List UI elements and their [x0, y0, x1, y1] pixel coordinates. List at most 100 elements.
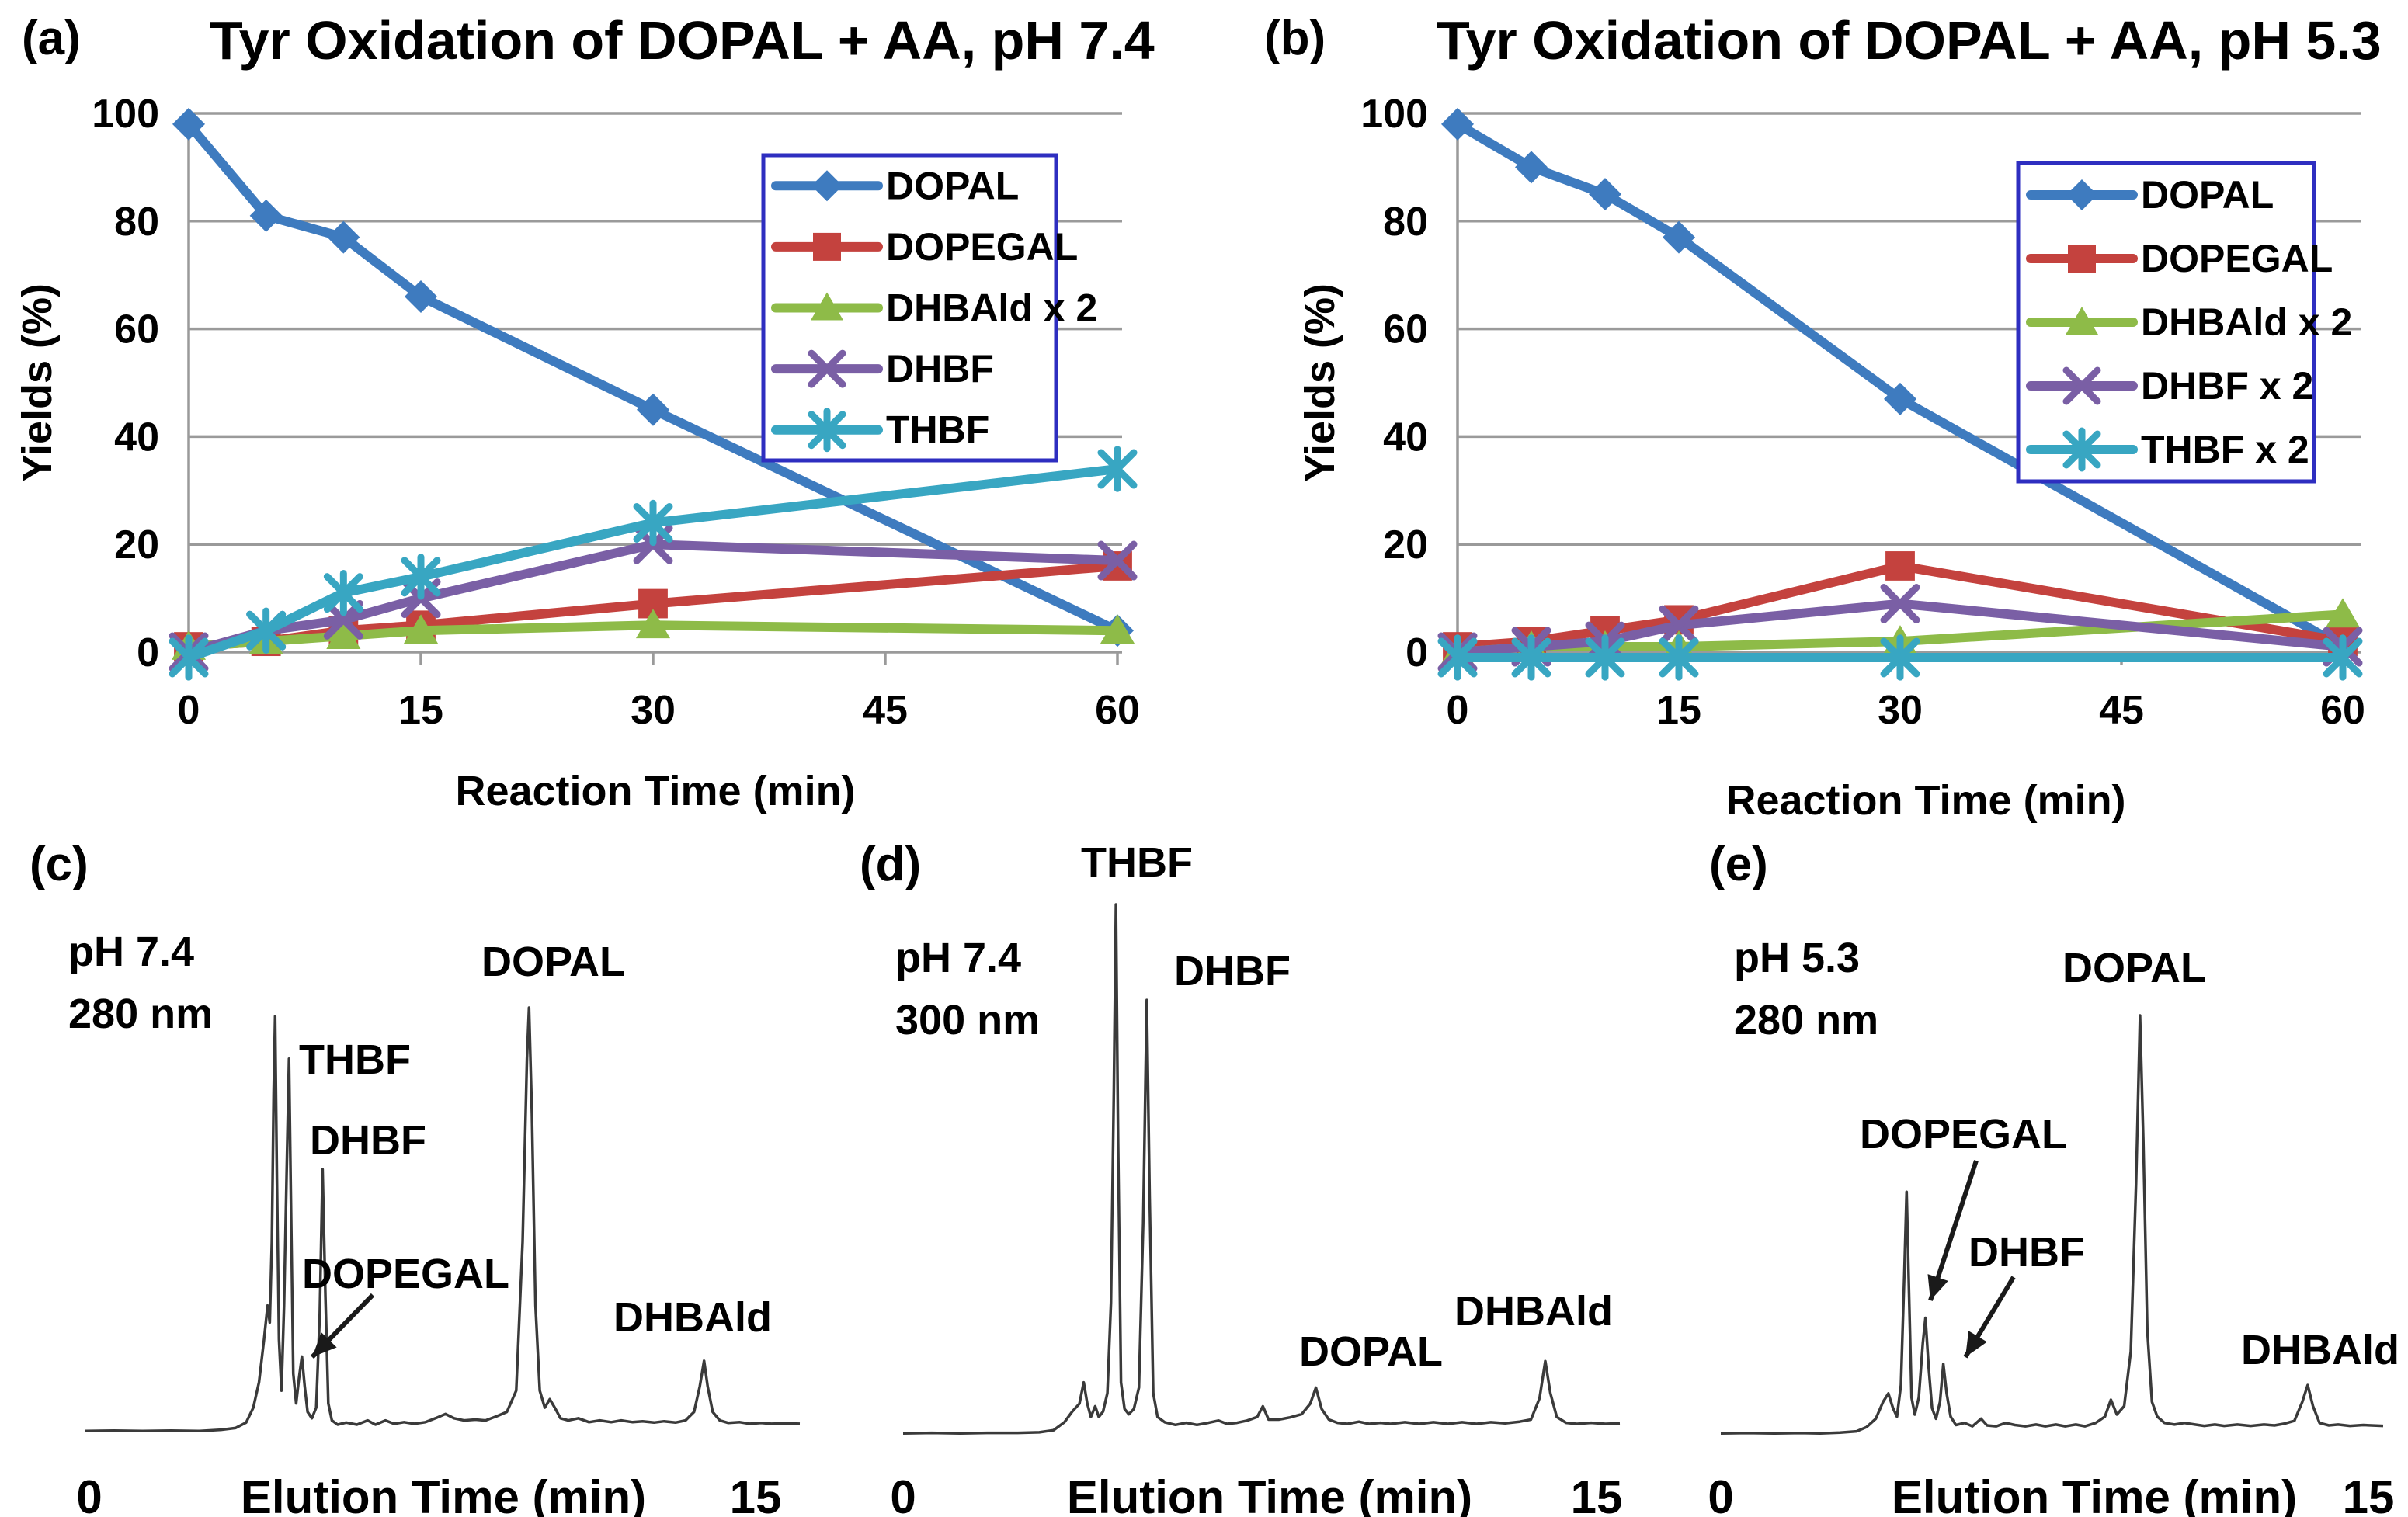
panel-label-c: (c) [30, 838, 89, 891]
series-marker-DOPAL [1884, 382, 1916, 415]
legend-label-THBF x 2: THBF x 2 [2141, 428, 2309, 471]
y-axis-title-b: Yields (%) [1297, 283, 1343, 483]
series-marker-DHBF x 2 [1880, 584, 1920, 624]
legend-marker-DOPAL [811, 170, 843, 202]
y-tick-label-100: 100 [92, 92, 159, 137]
legend-marker-DHBF [808, 349, 846, 388]
peak-label-dhbald-c: DHBAld [613, 1294, 772, 1341]
panel-label-b: (b) [1264, 12, 1326, 65]
x-tick-label-0: 0 [178, 688, 200, 733]
series-marker-DOPAL [249, 199, 283, 232]
y-tick-label-60: 60 [1383, 307, 1428, 352]
x-tick-label-15: 15 [1656, 688, 1701, 733]
x-tick-label-15: 15 [398, 688, 443, 733]
series-line-DOPAL [1453, 119, 2347, 652]
wavelength-value-c: 280 nm [68, 991, 214, 1037]
series-marker-DOPAL [637, 393, 669, 426]
y-tick-label-80: 80 [114, 200, 159, 245]
y-tick-label-40: 40 [1383, 415, 1428, 460]
series-marker-DOPAL [1515, 151, 1548, 184]
legend-label-DOPAL: DOPAL [886, 164, 1019, 207]
x-tick-label-0: 0 [1447, 688, 1469, 733]
wavelength-value-d: 300 nm [895, 997, 1041, 1043]
series-marker-DHBAld x 2 [2325, 598, 2361, 628]
ph-value-e: pH 5.3 [1734, 935, 1861, 981]
peak-label-dopal-c: DOPAL [481, 939, 625, 985]
x-tick-label-45: 45 [863, 688, 908, 733]
x-start-c: 0 [76, 1471, 103, 1517]
legend-marker-DHBF x 2 [2062, 366, 2101, 405]
y-tick-label-20: 20 [1383, 522, 1428, 568]
peak-label-dopal-e: DOPAL [2062, 945, 2206, 991]
chromatogram-trace-e [1720, 1014, 2384, 1435]
peak-label-thbf-d: THBF [1081, 839, 1193, 886]
legend-label-DOPAL: DOPAL [2141, 173, 2274, 217]
annotation-arrowhead-e-0 [1927, 1274, 1948, 1300]
chromatogram-trace-d [902, 903, 1621, 1435]
series-marker-DOPAL [1589, 178, 1621, 211]
legend-label-DHBAld x 2: DHBAld x 2 [886, 286, 1097, 330]
peak-label-dhbald-e: DHBAld [2241, 1327, 2399, 1373]
panel-label-d: (d) [860, 838, 922, 891]
series-line-DOPAL [184, 119, 1122, 636]
panel-label-e: (e) [1709, 838, 1768, 891]
wavelength-value-e: 280 nm [1734, 997, 1879, 1043]
chromatogram-trace-c [85, 1006, 801, 1433]
y-tick-label-0: 0 [137, 630, 159, 675]
x-axis-title-c: Elution Time (min) [240, 1471, 647, 1517]
legend-label-THBF: THBF [886, 408, 989, 452]
peak-label-thbf-c: THBF [299, 1036, 411, 1083]
y-tick-label-0: 0 [1406, 630, 1428, 675]
x-start-d: 0 [890, 1471, 916, 1517]
condition-label-d: pH 7.4 300 nm [895, 927, 1040, 1051]
ph-value-d: pH 7.4 [895, 935, 1022, 981]
legend-label-DOPEGAL: DOPEGAL [886, 225, 1078, 269]
peak-label-dopal-d: DOPAL [1299, 1328, 1443, 1375]
y-tick-label-20: 20 [114, 522, 159, 568]
series-marker-DOPAL [1441, 107, 1474, 141]
legend-label-DHBF: DHBF [886, 347, 994, 391]
x-axis-title-b: Reaction Time (min) [1725, 777, 2126, 824]
x-axis-title-e: Elution Time (min) [1891, 1471, 2298, 1517]
x-start-e: 0 [1708, 1471, 1734, 1517]
x-axis-title-a: Reaction Time (min) [455, 768, 856, 814]
peak-label-dhbald-d: DHBAld [1454, 1288, 1613, 1335]
x-end-d: 15 [1570, 1471, 1623, 1517]
legend-label-DHBAld x 2: DHBAld x 2 [2141, 300, 2352, 344]
series-marker-DHBF x 2 [1659, 605, 1699, 645]
condition-label-c: pH 7.4 280 nm [68, 921, 213, 1045]
legend-marker-DOPEGAL [2068, 245, 2096, 273]
series-marker-DHBF [1097, 540, 1138, 581]
x-tick-label-30: 30 [631, 688, 676, 733]
chart-title-a: Tyr Oxidation of DOPAL + AA, pH 7.4 [210, 10, 1155, 71]
y-tick-label-60: 60 [114, 307, 159, 352]
legend-marker-DOPAL [2066, 179, 2097, 210]
annotation-arrow-e-0 [1928, 1160, 1979, 1301]
panel-label-a: (a) [22, 12, 81, 65]
peak-label-dhbf-c: DHBF [310, 1117, 426, 1164]
condition-label-e: pH 5.3 280 nm [1734, 927, 1878, 1051]
x-tick-label-60: 60 [1095, 688, 1140, 733]
legend-label-DHBF x 2: DHBF x 2 [2141, 364, 2313, 408]
y-tick-label-100: 100 [1360, 92, 1428, 137]
legend-label-DOPEGAL: DOPEGAL [2141, 237, 2333, 280]
legend-marker-DHBAld x 2 [811, 292, 843, 321]
series-line-THBF [184, 464, 1122, 662]
series-marker-DHBAld x 2 [1100, 614, 1135, 644]
peak-label-dopegal-c: DOPEGAL [302, 1251, 510, 1297]
x-end-c: 15 [729, 1471, 782, 1517]
chart-title-b: Tyr Oxidation of DOPAL + AA, pH 5.3 [1437, 10, 2382, 71]
legend-marker-DOPEGAL [813, 232, 841, 261]
x-tick-label-30: 30 [1878, 688, 1923, 733]
series-marker-DHBAld x 2 [635, 609, 671, 639]
peak-label-dhbf-e: DHBF [1968, 1229, 2085, 1276]
series-marker-DOPEGAL [1885, 551, 1915, 581]
y-axis-title-a: Yields (%) [14, 283, 61, 483]
series-marker-DHBAld x 2 [326, 620, 361, 649]
x-tick-label-60: 60 [2320, 688, 2365, 733]
series-marker-DHBF [323, 599, 363, 640]
x-end-e: 15 [2342, 1471, 2395, 1517]
peak-label-dhbf-d: DHBF [1174, 948, 1291, 995]
